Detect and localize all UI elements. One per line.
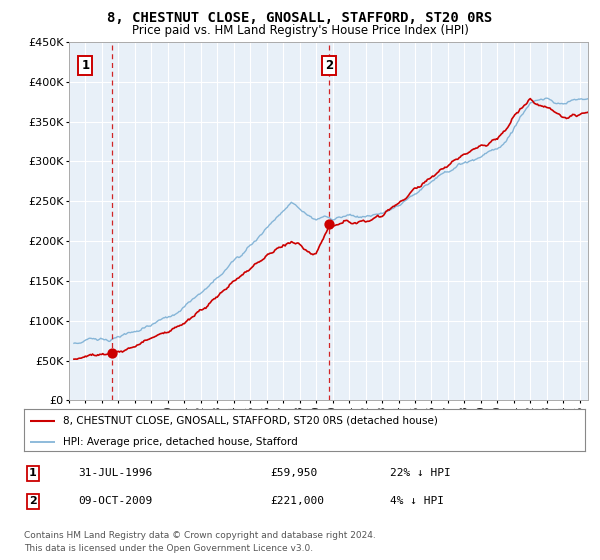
Text: £221,000: £221,000: [270, 496, 324, 506]
Text: Price paid vs. HM Land Registry's House Price Index (HPI): Price paid vs. HM Land Registry's House …: [131, 24, 469, 36]
Text: 1: 1: [82, 59, 89, 72]
Text: 1: 1: [29, 468, 37, 478]
Text: 2: 2: [325, 59, 333, 72]
Text: 8, CHESTNUT CLOSE, GNOSALL, STAFFORD, ST20 0RS (detached house): 8, CHESTNUT CLOSE, GNOSALL, STAFFORD, ST…: [63, 416, 438, 426]
Text: Contains HM Land Registry data © Crown copyright and database right 2024.
This d: Contains HM Land Registry data © Crown c…: [24, 531, 376, 553]
Text: 2: 2: [29, 496, 37, 506]
Text: 8, CHESTNUT CLOSE, GNOSALL, STAFFORD, ST20 0RS: 8, CHESTNUT CLOSE, GNOSALL, STAFFORD, ST…: [107, 11, 493, 25]
Text: 09-OCT-2009: 09-OCT-2009: [78, 496, 152, 506]
Text: 4% ↓ HPI: 4% ↓ HPI: [390, 496, 444, 506]
Point: [324, 220, 334, 229]
Point: [107, 348, 116, 357]
Text: £59,950: £59,950: [270, 468, 317, 478]
Text: 31-JUL-1996: 31-JUL-1996: [78, 468, 152, 478]
Text: HPI: Average price, detached house, Stafford: HPI: Average price, detached house, Staf…: [63, 437, 298, 446]
Text: 22% ↓ HPI: 22% ↓ HPI: [390, 468, 451, 478]
